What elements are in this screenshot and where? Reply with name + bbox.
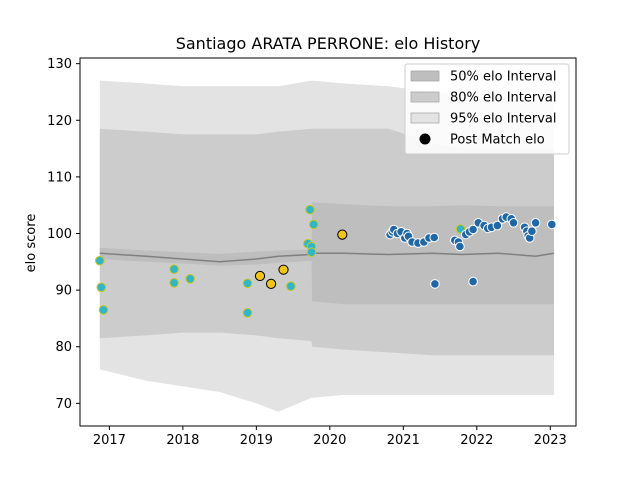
data-point-teal bbox=[286, 281, 296, 292]
x-tick-label: 2023 bbox=[534, 433, 567, 448]
y-axis: 70 80 90 100 110 120 130 bbox=[47, 57, 80, 412]
data-point-blue bbox=[508, 218, 519, 228]
data-point-blue bbox=[455, 241, 465, 252]
chart-title: Santiago ARATA PERRONE: elo History bbox=[176, 34, 481, 53]
data-point-gold bbox=[278, 264, 289, 275]
x-tick-label: 2022 bbox=[460, 433, 493, 448]
plot-area bbox=[79, 57, 577, 427]
x-tick-label: 2018 bbox=[166, 433, 199, 448]
data-point-teal bbox=[95, 255, 105, 266]
data-point-blue bbox=[468, 276, 478, 287]
data-point-blue bbox=[547, 219, 557, 230]
y-tick-label: 110 bbox=[47, 170, 72, 185]
legend-label: 80% elo Interval bbox=[450, 91, 557, 106]
y-axis-title: elo score bbox=[24, 214, 39, 273]
y-tick-label: 120 bbox=[47, 114, 72, 129]
x-tick-label: 2021 bbox=[387, 433, 420, 448]
x-tick-label: 2020 bbox=[313, 433, 346, 448]
data-point-teal bbox=[96, 282, 107, 293]
data-point-gold bbox=[266, 278, 277, 289]
data-point-teal bbox=[242, 278, 253, 289]
data-point-blue bbox=[430, 279, 440, 289]
data-point-teal bbox=[169, 278, 179, 288]
y-tick-label: 70 bbox=[55, 397, 72, 412]
data-point-teal bbox=[308, 219, 319, 230]
legend-label: Post Match elo bbox=[450, 133, 545, 148]
y-tick-label: 100 bbox=[47, 227, 72, 242]
data-point-gold bbox=[337, 229, 348, 240]
legend-swatch-band50 bbox=[410, 70, 440, 82]
legend-swatch-band95 bbox=[410, 112, 440, 124]
legend-swatch-band80 bbox=[410, 91, 440, 103]
legend-marker-post-match bbox=[419, 133, 431, 145]
legend[interactable]: 50% elo Interval 80% elo Interval 95% elo … bbox=[404, 63, 570, 155]
data-point-blue bbox=[429, 232, 440, 243]
data-point-blue bbox=[530, 218, 541, 228]
x-tick-label: 2017 bbox=[93, 433, 126, 448]
y-tick-label: 80 bbox=[55, 340, 72, 355]
data-point-teal bbox=[98, 305, 109, 315]
data-point-teal bbox=[242, 308, 253, 318]
data-point-blue bbox=[492, 220, 503, 231]
data-point-teal bbox=[306, 247, 317, 257]
legend-box bbox=[404, 63, 570, 155]
legend-label: 95% elo Interval bbox=[450, 112, 557, 127]
data-point-teal bbox=[185, 274, 195, 284]
data-point-blue bbox=[468, 224, 478, 235]
data-point-blue bbox=[527, 226, 537, 236]
x-axis: 2017 2018 2019 2020 2021 2022 2023 bbox=[93, 426, 567, 448]
plot-frame bbox=[79, 57, 577, 427]
data-point-teal bbox=[169, 264, 179, 275]
y-tick-label: 130 bbox=[47, 57, 72, 72]
legend-label: 50% elo Interval bbox=[450, 70, 557, 85]
data-point-teal bbox=[305, 204, 315, 215]
x-tick-label: 2019 bbox=[240, 433, 273, 448]
data-point-gold bbox=[254, 270, 266, 282]
y-tick-label: 90 bbox=[55, 284, 72, 299]
